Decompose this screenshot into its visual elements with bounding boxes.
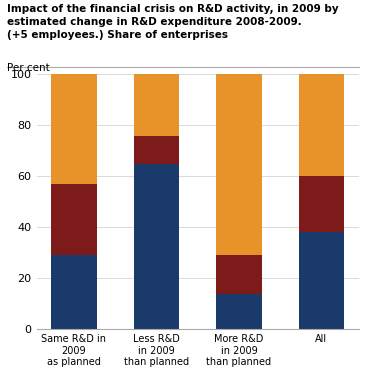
Bar xyxy=(51,256,97,329)
Bar xyxy=(216,294,262,329)
Bar xyxy=(216,256,262,294)
Bar xyxy=(134,164,179,329)
Text: Impact of the financial crisis on R&D activity, in 2009 by
estimated change in R: Impact of the financial crisis on R&D ac… xyxy=(7,4,339,40)
Bar xyxy=(51,184,97,256)
Bar xyxy=(299,74,344,176)
Bar xyxy=(299,232,344,329)
Bar xyxy=(299,176,344,232)
Bar xyxy=(134,136,179,164)
Bar xyxy=(51,74,97,184)
Text: Per cent: Per cent xyxy=(7,62,50,73)
Bar xyxy=(216,74,262,256)
Bar xyxy=(134,74,179,136)
